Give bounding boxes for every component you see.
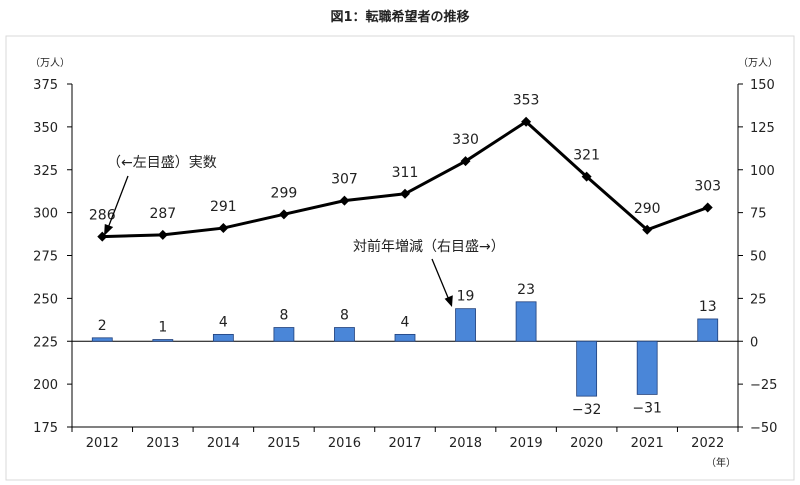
bar-2019 (515, 301, 537, 342)
chart-frame (5, 35, 795, 481)
line-point-2022 (702, 202, 713, 213)
left-tick-label: 325 (33, 164, 58, 179)
left-tick-label: 300 (33, 207, 58, 222)
right-tick-label: 150 (750, 78, 775, 93)
bar-value-label: 4 (219, 314, 228, 330)
bar-value-label: 1 (158, 320, 167, 336)
left-tick-label: 275 (33, 250, 58, 265)
x-tick-label: 2016 (328, 436, 361, 451)
bar-2012 (91, 337, 113, 342)
x-tick-label: 2018 (449, 436, 482, 451)
bar-value-label: 8 (340, 308, 349, 324)
bar-value-label: −32 (572, 402, 602, 418)
bar-2018 (455, 308, 476, 342)
bar-value-label: 23 (517, 282, 535, 298)
bar-2017 (394, 333, 416, 342)
bar-2021 (636, 340, 658, 395)
x-tick-label: 2020 (570, 436, 603, 451)
line-point-2014 (218, 223, 229, 234)
bar-annotation-arrowhead (444, 295, 453, 307)
x-tick-label: 2017 (388, 436, 421, 451)
line-value-label: 287 (149, 206, 176, 222)
bar-value-label: 4 (401, 314, 410, 330)
line-value-label: 299 (271, 185, 298, 201)
left-tick-label: 350 (33, 121, 58, 136)
bar-series-annotation: 対前年増減（右目盛→） (353, 238, 505, 255)
line-point-2021 (642, 224, 653, 235)
x-tick-label: 2012 (86, 436, 119, 451)
bars-layer (91, 301, 719, 397)
line-point-2017 (400, 188, 410, 199)
left-tick-label: 225 (33, 335, 58, 350)
right-axis-unit: （万人） (738, 57, 778, 69)
line-point-2019 (521, 116, 532, 127)
bar-value-label: 13 (699, 299, 717, 315)
x-tick-label: 2019 (510, 436, 543, 451)
line-value-label: 286 (89, 208, 116, 224)
line-value-label: 321 (573, 148, 600, 164)
left-tick-label: 250 (33, 292, 58, 307)
left-tick-label: 375 (33, 78, 58, 93)
line-point-2016 (339, 195, 350, 206)
right-tick-label: −50 (750, 421, 777, 436)
line-point-2020 (581, 171, 592, 182)
line-value-label: 311 (392, 165, 419, 181)
bar-annotation-arrow (431, 258, 450, 301)
x-tick-label: 2013 (146, 436, 179, 451)
line-layer (97, 116, 713, 242)
bar-value-label: −31 (632, 400, 662, 416)
line-value-label: 330 (452, 132, 479, 148)
bar-2016 (334, 327, 355, 342)
line-point-2018 (460, 156, 471, 167)
left-axis-unit: （万人） (30, 57, 70, 69)
right-tick-label: 50 (750, 250, 767, 265)
line-annotation-arrow (107, 175, 129, 229)
bar-2015 (273, 327, 295, 342)
right-tick-label: 25 (750, 292, 767, 307)
right-tick-label: −25 (750, 378, 777, 393)
line-series-annotation: （←左目盛）実数 (107, 155, 217, 171)
line-point-2015 (278, 209, 289, 220)
line-annotation-arrowhead (104, 224, 114, 236)
bar-2020 (576, 340, 598, 397)
bar-2022 (697, 318, 719, 342)
left-tick-label: 175 (33, 421, 58, 436)
line-value-label: 291 (210, 199, 237, 215)
axes-layer: 175 200 225 250 275 300 325 350 375 −50 −25 0 25 50 75… (30, 57, 778, 469)
bar-value-label: 2 (98, 318, 107, 334)
line-value-label: 303 (694, 178, 721, 194)
line-point-2013 (157, 229, 168, 240)
x-tick-label: 2021 (631, 436, 664, 451)
x-tick-label: 2015 (267, 436, 300, 451)
right-tick-label: 125 (750, 121, 775, 136)
left-tick-label: 200 (33, 378, 58, 393)
line-value-label: 307 (331, 172, 358, 188)
bar-2014 (212, 333, 234, 342)
line-value-label: 290 (634, 201, 661, 217)
x-tick-label: 2022 (691, 436, 724, 451)
x-tick-label: 2014 (207, 436, 240, 451)
right-tick-label: 100 (750, 164, 775, 179)
chart-title: 図1：転職希望者の推移 (330, 10, 470, 25)
x-axis-unit: （年） (706, 456, 736, 469)
bar-value-label: 8 (279, 308, 288, 324)
labels-layer: 2 1 4 8 8 4 19 23 −32 −31 13 286 287 291 299 307 311 330 3… (89, 93, 721, 418)
line-value-label: 353 (513, 93, 540, 109)
bar-2013 (152, 339, 174, 342)
right-tick-label: 75 (750, 207, 767, 222)
right-tick-label: 0 (750, 335, 758, 350)
bar-value-label: 19 (457, 289, 475, 305)
